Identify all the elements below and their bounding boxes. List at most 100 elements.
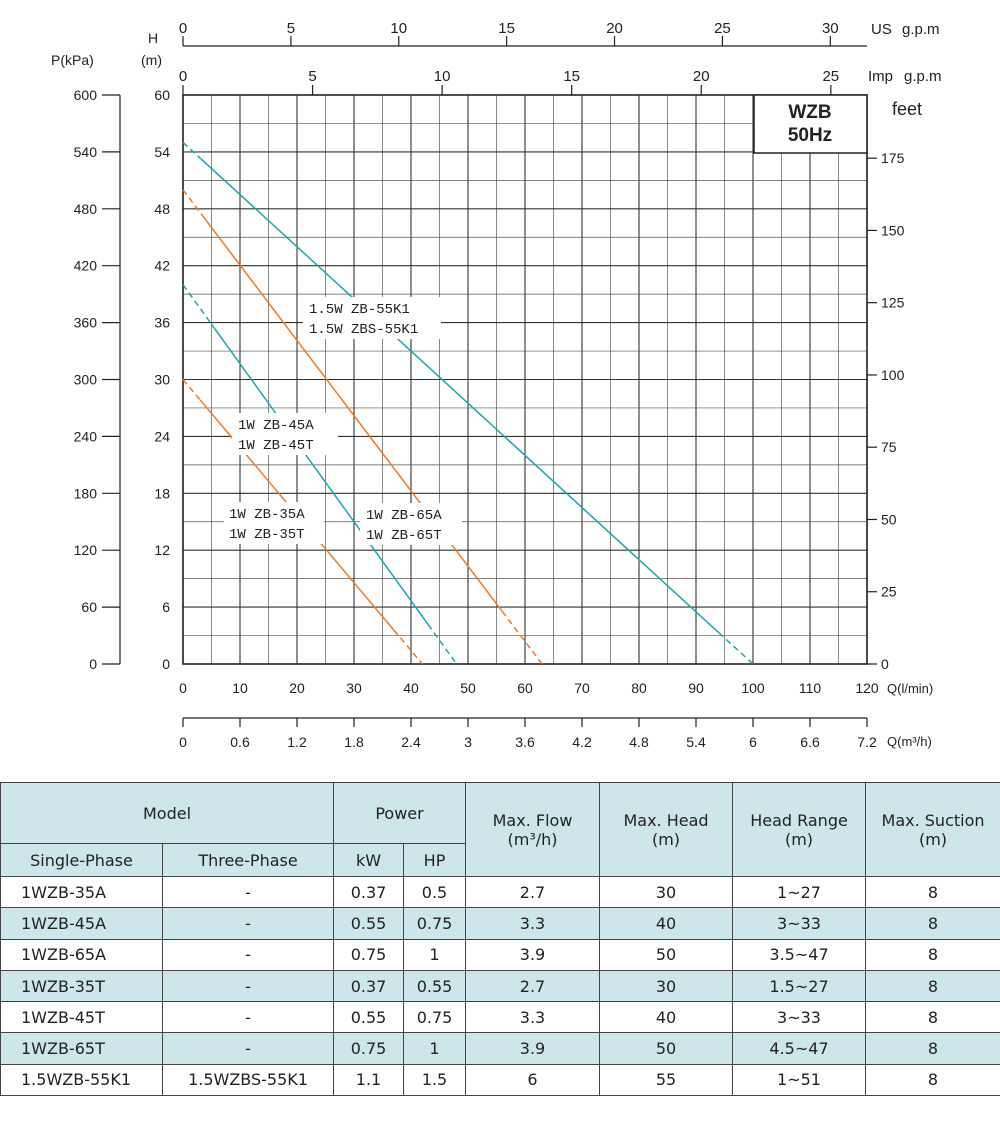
m3h-axis-tick-label: 7.2 xyxy=(857,734,877,750)
p-axis-tick-label: 120 xyxy=(74,542,98,558)
x-axis-tick-label: 90 xyxy=(688,680,704,696)
h-axis-tick-label: 42 xyxy=(154,258,170,274)
table-row: 1WZB-65A -0.75 1 3.9 50 3.5~47 8 xyxy=(0,938,1000,971)
us-axis-tick-label: 15 xyxy=(498,20,515,37)
x-axis-tick-label: 0 xyxy=(179,680,187,696)
curve-dashed-end-3 xyxy=(718,632,754,665)
performance-chart: 0612182430364248546006012018024030036042… xyxy=(51,20,942,750)
m3h-axis-tick-label: 5.4 xyxy=(686,734,706,750)
p-axis-tick-label: 240 xyxy=(74,428,98,444)
axis-layer: 0612182430364248546006012018024030036042… xyxy=(74,20,905,750)
curve-dashed-end-0 xyxy=(393,629,423,665)
curve-dashed-start-3 xyxy=(182,141,201,159)
x-axis-tick-label: 50 xyxy=(460,680,476,696)
imp-axis-tick-label: 5 xyxy=(308,68,316,85)
us-axis-tick-label: 20 xyxy=(606,20,623,37)
m3h-axis-tick-label: 1.8 xyxy=(344,734,364,750)
table-row: 1WZB-45A -0.55 0.75 3.3 40 3~33 8 xyxy=(0,907,1000,940)
m3h-axis-tick-label: 3.6 xyxy=(515,734,535,750)
p-axis-label: P(kPa) xyxy=(51,52,94,68)
curve-line-3 xyxy=(199,157,720,634)
p-axis-tick-label: 300 xyxy=(74,372,98,388)
curve-label-65a: 1W ZB-65A xyxy=(366,508,442,524)
curve-dashed-end-1 xyxy=(427,624,458,665)
header-head-range: Head Range (m) xyxy=(732,782,867,877)
curve-label-45t: 1W ZB-45T xyxy=(238,438,314,454)
imp-axis-tick-label: 25 xyxy=(822,68,839,85)
table-row: 1WZB-65T -0.75 1 3.9 50 4.5~47 8 xyxy=(0,1032,1000,1065)
header-kw: kW xyxy=(333,843,405,877)
table-row: 1WZB-35A -0.37 0.5 2.7 30 1~27 8 xyxy=(0,875,1000,909)
x-axis-tick-label: 100 xyxy=(741,680,765,696)
x-axis-label-m3h: Q(m³/h) xyxy=(887,734,932,749)
h-axis-tick-label: 30 xyxy=(154,372,170,388)
x-axis-label-lmin: Q(l/min) xyxy=(887,681,933,696)
h-axis-tick-label: 54 xyxy=(154,144,170,160)
imp-axis-gpm: g.p.m xyxy=(904,68,942,85)
curve-label-65t: 1W ZB-65T xyxy=(366,528,442,544)
m3h-axis-tick-label: 0 xyxy=(179,734,187,750)
chart-grid xyxy=(182,94,868,665)
x-axis-tick-label: 10 xyxy=(232,680,248,696)
header-power: Power xyxy=(333,782,467,844)
x-axis-tick-label: 20 xyxy=(289,680,305,696)
us-axis-tick-label: 25 xyxy=(714,20,731,37)
h-axis-tick-label: 36 xyxy=(154,315,170,331)
chart-title-box xyxy=(753,94,868,154)
curve-label-45a: 1W ZB-45A xyxy=(238,418,314,434)
label-bg-35 xyxy=(224,502,324,544)
imp-axis-tick-label: 10 xyxy=(434,68,451,85)
h-axis-label: H xyxy=(148,30,158,46)
p-axis-tick-label: 60 xyxy=(81,599,97,615)
label-bg-55k1 xyxy=(303,297,441,339)
x-axis-tick-label: 40 xyxy=(403,680,419,696)
header-single-phase: Single-Phase xyxy=(0,843,163,877)
m3h-axis-tick-label: 0.6 xyxy=(230,734,250,750)
curve-dashed-start-0 xyxy=(182,379,201,401)
m3h-axis-tick-label: 1.2 xyxy=(287,734,307,750)
m3h-axis-tick-label: 6.6 xyxy=(800,734,820,750)
p-axis-tick-label: 420 xyxy=(74,258,98,274)
feet-axis-tick-label: 100 xyxy=(881,367,905,383)
m3h-axis-tick-label: 2.4 xyxy=(401,734,421,750)
header-hp: HP xyxy=(403,843,467,877)
h-axis-tick-label: 48 xyxy=(154,201,170,217)
feet-axis-tick-label: 150 xyxy=(881,222,905,238)
x-axis-tick-label: 120 xyxy=(855,680,879,696)
label-bg-45 xyxy=(232,413,338,455)
p-axis-tick-label: 480 xyxy=(74,201,98,217)
us-axis-tick-label: 5 xyxy=(287,20,295,37)
curve-dashed-start-1 xyxy=(182,284,213,325)
feet-axis-tick-label: 50 xyxy=(881,511,897,527)
p-axis-tick-label: 600 xyxy=(74,87,98,103)
p-axis-tick-label: 360 xyxy=(74,315,98,331)
us-axis-unit: US xyxy=(871,21,892,38)
h-axis-tick-label: 0 xyxy=(162,656,170,672)
h-axis-tick-label: 24 xyxy=(154,428,170,444)
curve-dashed-start-2 xyxy=(182,189,204,217)
p-axis-tick-label: 0 xyxy=(89,656,97,672)
us-axis-tick-label: 10 xyxy=(390,20,407,37)
us-axis-gpm: g.p.m xyxy=(902,21,940,38)
p-axis-tick-label: 180 xyxy=(74,485,98,501)
m3h-axis-tick-label: 4.2 xyxy=(572,734,592,750)
table-row: 1WZB-45T -0.55 0.75 3.3 40 3~33 8 xyxy=(0,1001,1000,1034)
imp-axis-unit: Imp xyxy=(868,68,893,85)
specification-table: Model Power Max. Flow (m³/h) Max. Head (m)… xyxy=(0,782,1000,1097)
header-max-suction: Max. Suction (m) xyxy=(865,782,1000,877)
header-model: Model xyxy=(0,782,335,844)
feet-axis-tick-label: 25 xyxy=(881,584,897,600)
curve-label-55k1-single: 1.5W ZB-55K1 xyxy=(309,302,410,318)
header-three-phase: Three-Phase xyxy=(161,843,335,877)
curve-label-35a: 1W ZB-35A xyxy=(229,507,305,523)
chart-title-frequency: 50Hz xyxy=(788,125,832,146)
imp-axis-tick-label: 0 xyxy=(179,68,187,85)
curve-line-2 xyxy=(202,215,503,612)
curve-dashed-end-2 xyxy=(501,610,543,665)
h-axis-tick-label: 6 xyxy=(162,599,170,615)
table-row: 1.5WZB-55K1 1.5WZBS-55K1 1.1 1.5 6 55 1~51 8 xyxy=(0,1063,1000,1097)
feet-axis-tick-label: 175 xyxy=(881,150,905,166)
feet-axis-label: feet xyxy=(892,99,922,119)
m3h-axis-tick-label: 6 xyxy=(749,734,757,750)
h-axis-unit: (m) xyxy=(141,52,162,68)
